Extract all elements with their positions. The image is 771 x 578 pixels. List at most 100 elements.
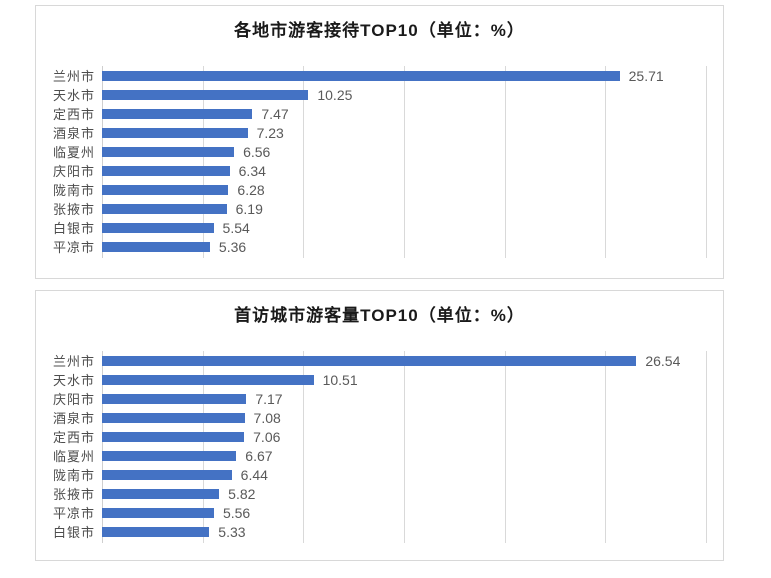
bar	[102, 355, 637, 366]
y-axis-line	[102, 351, 103, 543]
y-axis-line	[102, 66, 103, 258]
value-label: 5.36	[218, 238, 247, 255]
category-label: 陇南市	[52, 468, 95, 483]
bar-track: 6.34	[102, 162, 706, 179]
bar-row: 张掖市 6.19	[36, 199, 706, 218]
value-label: 7.06	[253, 428, 281, 445]
category-label: 定西市	[52, 107, 95, 122]
value-label: 25.71	[628, 67, 664, 84]
value-label: 7.17	[255, 390, 283, 407]
bar	[102, 393, 247, 404]
bar-row: 张掖市 5.82	[36, 484, 706, 503]
bar-track: 6.19	[102, 200, 706, 217]
bar-row: 庆阳市 6.34	[36, 161, 706, 180]
category-label: 白银市	[52, 525, 95, 540]
category-label: 酒泉市	[52, 411, 95, 426]
gridline	[504, 351, 506, 543]
bar-rows: 兰州市 26.54 天水市 10.51 庆阳市 7.17 酒泉市 7.08 定西市 7.06 临夏州…	[36, 351, 706, 541]
bar-track: 25.71	[102, 67, 706, 84]
bar-track: 5.82	[102, 485, 706, 502]
category-label: 定西市	[52, 430, 95, 445]
bar-row: 白银市 5.33	[36, 522, 706, 541]
gridline	[706, 66, 707, 258]
category-label: 酒泉市	[52, 126, 95, 141]
bar-plot: 兰州市 26.54 天水市 10.51 庆阳市 7.17 酒泉市 7.08 定西市 7.06 临夏州…	[36, 351, 707, 543]
chart-panel-reception: 各地市游客接待TOP10（单位：%） 兰州市 25.71 天水市 10.25 定西市 7.…	[35, 5, 724, 279]
bar	[102, 450, 237, 461]
value-label: 10.25	[317, 86, 353, 103]
bar-track: 7.23	[102, 124, 706, 141]
bar	[102, 70, 620, 81]
bar-row: 陇南市 6.44	[36, 465, 706, 484]
value-label: 5.54	[222, 219, 250, 236]
bar-track: 10.25	[102, 86, 706, 103]
gridlines-layer	[102, 66, 707, 258]
value-label: 6.34	[238, 162, 266, 179]
gridline	[303, 66, 305, 258]
category-label: 平凉市	[52, 506, 95, 521]
bar	[102, 184, 229, 195]
gridline	[605, 66, 607, 258]
bar	[102, 374, 314, 385]
category-label: 临夏州	[52, 145, 95, 160]
bar-row: 酒泉市 7.08	[36, 408, 706, 427]
gridline	[706, 351, 707, 543]
value-label: 6.56	[243, 143, 271, 160]
bar-row: 天水市 10.51	[36, 370, 706, 389]
value-label: 5.82	[228, 485, 256, 502]
bar-track: 6.67	[102, 447, 706, 464]
bar-row: 天水市 10.25	[36, 85, 706, 104]
gridline	[504, 66, 506, 258]
value-label: 7.23	[256, 124, 284, 141]
value-label: 5.33	[218, 523, 246, 540]
category-label: 临夏州	[52, 449, 95, 464]
bar-track: 7.06	[102, 428, 706, 445]
bar	[102, 89, 309, 100]
bar-row: 陇南市 6.28	[36, 180, 706, 199]
category-label: 庆阳市	[52, 164, 95, 179]
bar	[102, 431, 245, 442]
gridline	[404, 66, 405, 258]
category-label: 兰州市	[52, 354, 95, 369]
category-label: 兰州市	[52, 69, 95, 84]
category-label: 天水市	[52, 88, 95, 103]
category-label: 陇南市	[52, 183, 95, 198]
bar-row: 临夏州 6.56	[36, 142, 706, 161]
bar-row: 临夏州 6.67	[36, 446, 706, 465]
gridline	[404, 351, 405, 543]
bar-plot: 兰州市 25.71 天水市 10.25 定西市 7.47 酒泉市 7.23 临夏州 6.56 庆阳市…	[36, 66, 707, 258]
value-label: 6.19	[235, 200, 263, 217]
chart-title: 首访城市游客量TOP10（单位：%）	[234, 306, 525, 325]
gridlines-layer	[102, 351, 707, 543]
value-label: 7.47	[261, 105, 289, 122]
bar-track: 10.51	[102, 371, 706, 388]
bar	[102, 222, 214, 233]
bar-row: 白银市 5.54	[36, 218, 706, 237]
bar-row: 平凉市 5.36	[36, 237, 706, 256]
bar-row: 平凉市 5.56	[36, 503, 706, 522]
value-label: 7.08	[253, 409, 281, 426]
bar-track: 6.28	[102, 181, 706, 198]
value-label: 10.51	[322, 371, 358, 388]
bar	[102, 165, 230, 176]
bar-track: 5.54	[102, 219, 706, 236]
value-label: 6.28	[237, 181, 265, 198]
bar-track: 7.47	[102, 105, 706, 122]
gridline	[303, 351, 305, 543]
bar	[102, 412, 245, 423]
category-label: 张掖市	[52, 487, 95, 502]
bar-track: 26.54	[102, 352, 706, 369]
value-label: 5.56	[222, 504, 251, 521]
category-label: 张掖市	[52, 202, 95, 217]
value-label: 6.44	[240, 466, 268, 483]
value-label: 6.67	[245, 447, 273, 464]
bar-track: 7.08	[102, 409, 706, 426]
bar-track: 6.56	[102, 143, 706, 160]
category-label: 庆阳市	[52, 392, 95, 407]
bar-track: 7.17	[102, 390, 706, 407]
gridline	[202, 351, 204, 543]
value-label: 26.54	[645, 352, 681, 369]
bar-row: 庆阳市 7.17	[36, 389, 706, 408]
gridline	[202, 66, 204, 258]
